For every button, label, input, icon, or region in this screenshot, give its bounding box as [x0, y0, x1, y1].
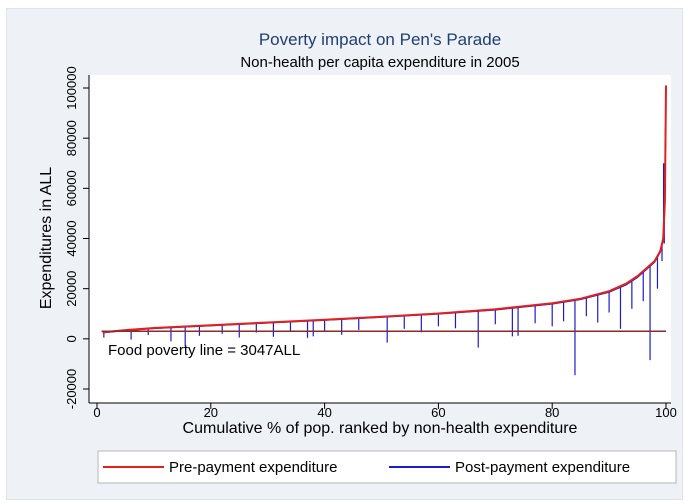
y-tick-label: 40000 — [64, 220, 79, 256]
legend-label-post-payment: Post-payment expenditure — [455, 459, 630, 476]
x-tick-label: 60 — [431, 405, 445, 420]
chart-subtitle: Non-health per capita expenditure in 200… — [240, 54, 519, 71]
pre-payment-line — [102, 85, 667, 334]
y-tick-label: 100000 — [64, 66, 79, 109]
x-tick-label: 100 — [655, 405, 677, 420]
x-tick-label: 40 — [317, 405, 331, 420]
y-axis-ticks: -20000 0 20000 40000 60000 80000 100000 — [64, 66, 89, 409]
x-axis-title: Cumulative % of pop. ranked by non-healt… — [183, 420, 578, 437]
x-axis-ticks: 0 20 40 60 80 100 — [93, 403, 677, 420]
poverty-line-label: Food poverty line = 3047ALL — [108, 342, 300, 359]
x-tick-label: 20 — [204, 405, 218, 420]
legend-box — [97, 450, 677, 484]
plot-area — [89, 75, 671, 403]
chart-title: Poverty impact on Pen's Parade — [259, 30, 501, 49]
y-tick-label: 60000 — [64, 170, 79, 206]
x-tick-label: 0 — [93, 405, 100, 420]
y-tick-label: -20000 — [64, 369, 79, 409]
x-tick-label: 80 — [545, 405, 559, 420]
y-axis-title: Expenditures in ALL — [38, 167, 55, 309]
y-tick-label: 20000 — [64, 271, 79, 307]
y-tick-label: 0 — [64, 335, 79, 342]
y-tick-label: 80000 — [64, 120, 79, 156]
legend-label-pre-payment: Pre-payment expenditure — [169, 459, 337, 476]
